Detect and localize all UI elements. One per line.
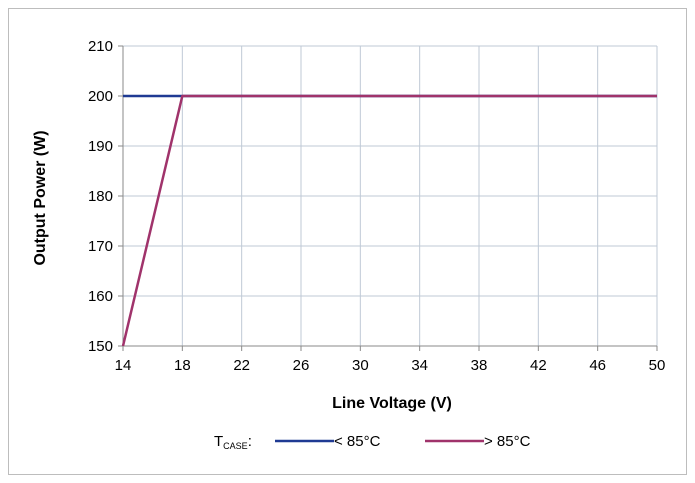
legend-prefix-colon: :: [248, 433, 252, 450]
y-tick-label: 150: [88, 338, 113, 355]
x-tick-label: 46: [589, 357, 606, 374]
axes: [118, 45, 658, 351]
x-tick-label: 34: [411, 357, 428, 374]
x-tick-label: 18: [174, 357, 191, 374]
x-axis-title: Line Voltage (V): [332, 395, 452, 412]
legend-label-above-85: > 85°C: [484, 433, 531, 450]
x-tick-label: 30: [352, 357, 369, 374]
x-tick-label: 38: [471, 357, 488, 374]
x-tick-label: 14: [115, 357, 132, 374]
chart-frame: [8, 8, 687, 475]
series-line-above-85: [121, 94, 657, 347]
y-tick-label: 190: [88, 138, 113, 155]
y-tick-label: 160: [88, 288, 113, 305]
legend: TCASE: < 85°C > 85°C: [214, 433, 531, 451]
x-tick-label: 22: [233, 357, 250, 374]
y-axis-title: Output Power (W): [32, 130, 49, 265]
y-tick-label: 200: [88, 88, 113, 105]
x-tick-label: 42: [530, 357, 547, 374]
legend-prefix-main: T: [214, 433, 223, 450]
series-lines: [121, 94, 657, 347]
legend-prefix: TCASE:: [214, 433, 252, 451]
legend-label-below-85: < 85°C: [334, 433, 381, 450]
x-tick-label: 26: [293, 357, 310, 374]
legend-prefix-subscript: CASE: [223, 441, 248, 451]
tick-labels: 150 160 170 180 190 200 210 14 18 22 26 30 34 38 42 46 5…: [88, 38, 665, 374]
y-tick-label: 210: [88, 38, 113, 55]
grid: [123, 45, 658, 346]
x-tick-label: 50: [649, 357, 666, 374]
y-tick-label: 170: [88, 238, 113, 255]
y-tick-label: 180: [88, 188, 113, 205]
